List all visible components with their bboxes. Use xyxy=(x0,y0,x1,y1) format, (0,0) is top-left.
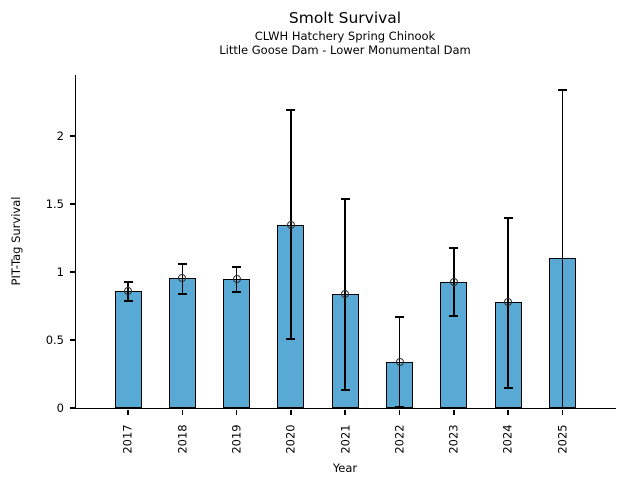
x-tick-2023 xyxy=(453,409,455,415)
x-tick-2025 xyxy=(561,409,564,415)
x-tick-text-2025: 2025 xyxy=(555,424,570,454)
point-marker-2017 xyxy=(124,287,132,296)
errorbar-cap-top-2022 xyxy=(395,315,404,318)
y-tick-1 xyxy=(69,271,75,273)
x-tick-label-2022: 2022 xyxy=(378,417,422,461)
x-tick-2019 xyxy=(235,409,238,415)
x-tick-text-2021: 2021 xyxy=(338,424,353,454)
x-tick-2018 xyxy=(181,409,184,415)
x-tick-2017 xyxy=(127,409,129,415)
errorbar-cap-bottom-2022 xyxy=(395,405,404,408)
x-axis-label: Year xyxy=(332,461,358,475)
x-tick-text-2017: 2017 xyxy=(121,424,135,454)
y-tick-label-0.5: 0.5 xyxy=(45,333,64,348)
x-tick-text-2018: 2018 xyxy=(175,424,190,454)
plot-area: 2017 2018 2019 2020 2021 2022 2023 2024 2025 0 0.5… xyxy=(46,75,616,454)
point-marker-2024 xyxy=(504,297,513,306)
errorbar-cap-bottom-2017 xyxy=(123,299,133,302)
x-tick-text-2019: 2019 xyxy=(229,424,244,454)
errorbar-cap-top-2021 xyxy=(340,197,350,200)
point-marker-2021 xyxy=(341,289,350,298)
errorbar-cap-top-2017 xyxy=(123,280,133,283)
point-marker-2022 xyxy=(395,357,404,366)
y-tick-0 xyxy=(69,407,75,409)
x-tick-2024 xyxy=(507,409,509,415)
x-tick-label-2017: 2017 xyxy=(106,417,150,461)
errorbar-cap-top-2023 xyxy=(449,246,459,249)
bar-2019 xyxy=(223,278,251,408)
bar-2018 xyxy=(168,277,196,408)
x-tick-label-2018: 2018 xyxy=(160,417,204,461)
x-tick-label-2025: 2025 xyxy=(540,417,584,461)
x-tick-label-2021: 2021 xyxy=(323,417,367,461)
y-tick-1.5 xyxy=(69,203,75,205)
errorbar-cap-bottom-2019 xyxy=(232,291,242,294)
errorbar-cap-bottom-2025 xyxy=(557,407,567,409)
chart-subtitle-line2: Little Goose Dam - Lower Monumental Dam xyxy=(219,43,471,57)
x-tick-label-2023: 2023 xyxy=(432,417,476,461)
y-axis-label: PIT-Tag Survival xyxy=(9,196,23,286)
errorbar-line-2025 xyxy=(561,89,564,408)
bar-2017 xyxy=(114,291,142,408)
point-marker-2018 xyxy=(178,273,187,282)
chart-title: Smolt Survival xyxy=(288,9,402,27)
errorbar-cap-bottom-2018 xyxy=(177,292,187,295)
x-tick-text-2024: 2024 xyxy=(501,424,516,454)
x-tick-text-2022: 2022 xyxy=(392,424,407,454)
point-marker-2019 xyxy=(232,274,241,283)
errorbar-cap-bottom-2024 xyxy=(503,386,513,389)
y-tick-2 xyxy=(69,135,75,137)
errorbar-cap-top-2025 xyxy=(557,88,567,91)
title-block: Smolt Survival CLWH Hatchery Spring Chin… xyxy=(75,8,615,57)
chart-subtitle-line1: CLWH Hatchery Spring Chinook xyxy=(254,29,436,43)
errorbar-cap-top-2020 xyxy=(286,109,296,112)
x-tick-label-2020: 2020 xyxy=(269,417,313,461)
y-tick-label-2: 2 xyxy=(56,129,64,144)
x-tick-label-2024: 2024 xyxy=(486,417,530,461)
x-tick-2021 xyxy=(344,409,346,415)
errorbar-cap-top-2019 xyxy=(232,265,242,268)
errorbar-cap-top-2018 xyxy=(177,262,187,265)
errorbar-cap-top-2024 xyxy=(503,216,513,219)
bar-2023 xyxy=(440,281,468,408)
x-tick-2020 xyxy=(290,409,292,415)
errorbar-cap-bottom-2023 xyxy=(449,314,459,317)
point-marker-2020 xyxy=(286,220,295,229)
x-tick-text-2023: 2023 xyxy=(446,424,461,454)
errorbar-cap-bottom-2021 xyxy=(340,389,350,392)
y-tick-label-1.5: 1.5 xyxy=(45,197,64,212)
y-tick-label-0: 0 xyxy=(56,401,64,415)
point-marker-2023 xyxy=(449,277,458,286)
x-tick-text-2020: 2020 xyxy=(283,424,298,454)
x-tick-2022 xyxy=(398,409,401,415)
errorbar-cap-bottom-2020 xyxy=(286,337,296,340)
y-tick-0.5 xyxy=(69,339,75,341)
y-tick-label-1: 1 xyxy=(56,265,64,280)
x-tick-label-2019: 2019 xyxy=(215,417,259,461)
